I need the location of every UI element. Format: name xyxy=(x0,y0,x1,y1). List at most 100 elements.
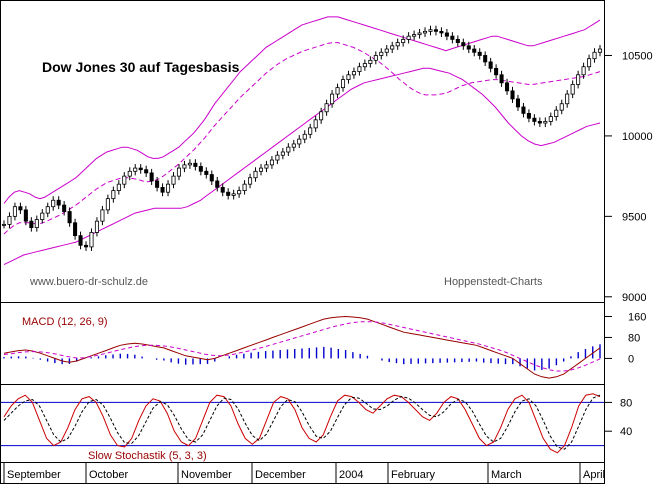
candle-body xyxy=(182,164,187,169)
candle-body xyxy=(335,87,340,95)
candle-body xyxy=(67,211,72,224)
candle-body xyxy=(155,180,160,188)
middle-band-line xyxy=(3,42,601,235)
candle-body xyxy=(510,90,515,100)
candle-body xyxy=(12,206,17,217)
candle-body xyxy=(444,32,449,37)
candle-body xyxy=(330,93,335,105)
candle-body xyxy=(488,61,493,69)
axis-layer: September October November December 2004 Febr… xyxy=(3,462,605,484)
candle-body xyxy=(56,199,61,206)
candle-body xyxy=(187,162,192,166)
candle-body xyxy=(483,55,488,63)
candle-body xyxy=(23,209,28,222)
stoch-layer: 40 80 xyxy=(1,393,632,454)
candle-body xyxy=(7,215,12,225)
candle-body xyxy=(29,220,34,229)
candle-body xyxy=(548,116,553,122)
stoch-ytick-label: 80 xyxy=(620,397,632,409)
stoch-label: Slow Stochastik (5, 3, 3) xyxy=(88,450,207,462)
price-panel-frame xyxy=(0,0,605,303)
candle-body xyxy=(554,109,559,118)
month-label: March xyxy=(491,469,522,481)
price-ytick-label: 10500 xyxy=(622,50,653,62)
candle-body xyxy=(313,119,318,129)
candle-body xyxy=(570,84,575,95)
candle-body xyxy=(390,45,395,50)
candle-body xyxy=(324,103,329,113)
candle-body xyxy=(204,170,209,175)
candle-body xyxy=(526,112,531,119)
candle-body xyxy=(587,58,592,68)
candle-body xyxy=(40,212,45,220)
candle-body xyxy=(280,151,285,156)
macd-label: MACD (12, 26, 9) xyxy=(22,316,108,328)
candle-body xyxy=(379,51,384,56)
upper-bollinger-line xyxy=(3,16,601,204)
macd-signal-line xyxy=(3,321,601,372)
candle-body xyxy=(461,42,466,47)
candle-body xyxy=(133,167,138,172)
candle-body xyxy=(412,34,417,37)
macd-panel-frame xyxy=(0,302,605,385)
candle-body xyxy=(521,106,526,114)
candle-body xyxy=(73,222,78,237)
candle-body xyxy=(111,190,116,200)
macd-ytick-label: 160 xyxy=(628,311,646,323)
month-label: 2004 xyxy=(339,469,363,481)
candle-body xyxy=(417,32,422,35)
price-ytick-label: 9000 xyxy=(622,292,646,304)
macd-ytick-label: 0 xyxy=(628,353,634,365)
candle-body xyxy=(291,143,296,148)
macd-layer: 0 80 160 xyxy=(3,311,646,379)
candle-body xyxy=(373,55,378,61)
candle-body xyxy=(532,117,537,122)
month-label: October xyxy=(89,469,128,481)
candle-body xyxy=(269,159,274,166)
candle-body xyxy=(89,232,94,248)
candle-body xyxy=(466,45,471,50)
candle-body xyxy=(308,127,313,135)
candle-body xyxy=(100,209,105,222)
candle-body xyxy=(34,219,39,229)
candle-body xyxy=(362,63,367,68)
candle-body xyxy=(144,169,149,174)
candle-body xyxy=(160,186,165,193)
candle-body xyxy=(275,154,280,161)
candle-body xyxy=(94,220,99,233)
candle-body xyxy=(346,74,351,81)
candle-body xyxy=(209,174,214,182)
candle-body xyxy=(439,30,444,34)
candle-body xyxy=(286,146,291,153)
candle-body xyxy=(477,51,482,56)
candle-body xyxy=(302,133,307,140)
candle-body xyxy=(351,71,356,76)
candle-body xyxy=(565,93,570,105)
candle-body xyxy=(193,162,198,167)
stoch-k-line xyxy=(3,393,601,454)
month-label: November xyxy=(181,469,232,481)
candle-body xyxy=(537,121,542,124)
candle-body xyxy=(499,74,504,84)
source-right-label: Hoppenstedt-Charts xyxy=(444,276,543,288)
candle-body xyxy=(127,170,132,177)
month-label: April xyxy=(583,469,605,481)
candle-body xyxy=(384,48,389,53)
candle-body xyxy=(105,198,110,211)
chart-title: Dow Jones 30 auf Tagesbasis xyxy=(42,59,240,75)
candle-body xyxy=(220,186,225,193)
candle-body xyxy=(581,66,586,76)
candle-body xyxy=(592,51,597,60)
candle-body xyxy=(559,103,564,111)
candle-body xyxy=(226,191,231,196)
candle-body xyxy=(264,164,269,169)
candle-body xyxy=(231,193,236,196)
candle-body xyxy=(428,29,433,32)
candle-body xyxy=(433,29,438,32)
macd-line xyxy=(3,315,601,379)
candle-body xyxy=(297,138,302,145)
candle-body xyxy=(83,244,89,248)
candle-body xyxy=(51,199,56,208)
candle-body xyxy=(455,38,460,44)
